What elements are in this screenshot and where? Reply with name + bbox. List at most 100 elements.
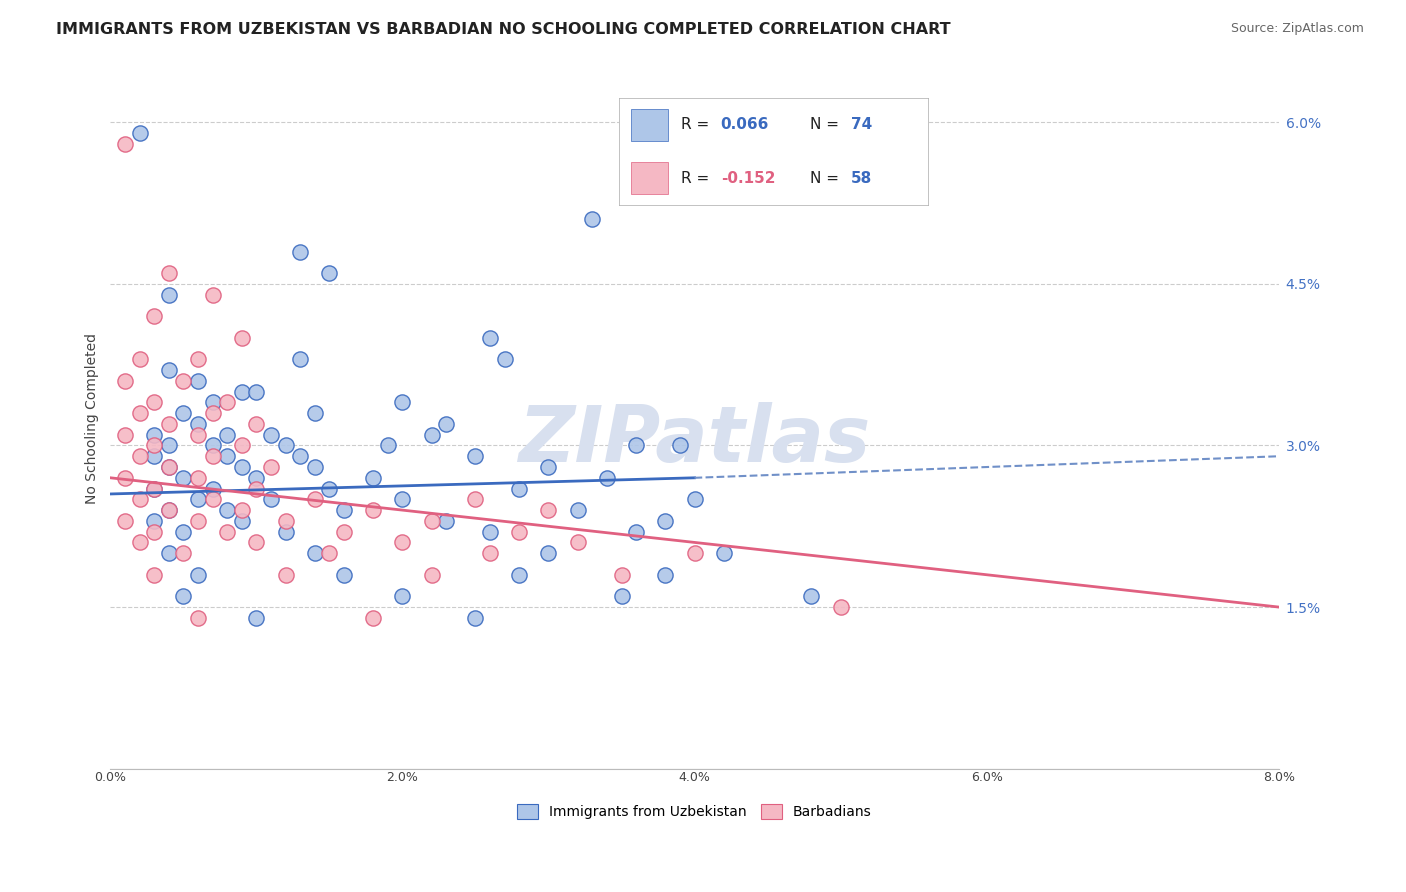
Point bbox=[231, 331, 253, 345]
Point bbox=[624, 438, 647, 452]
Point bbox=[683, 492, 706, 507]
Point bbox=[114, 471, 136, 485]
Point bbox=[274, 438, 297, 452]
Point bbox=[201, 287, 224, 301]
Text: 0.0%: 0.0% bbox=[94, 772, 127, 784]
Point bbox=[157, 287, 180, 301]
Point bbox=[464, 450, 486, 464]
Point bbox=[217, 503, 239, 517]
Point bbox=[157, 503, 180, 517]
Point bbox=[172, 589, 194, 603]
Point bbox=[377, 438, 399, 452]
Point bbox=[494, 352, 516, 367]
Point bbox=[245, 482, 267, 496]
Point bbox=[274, 514, 297, 528]
Point bbox=[201, 492, 224, 507]
Point bbox=[624, 524, 647, 539]
Point bbox=[114, 136, 136, 151]
Point bbox=[537, 460, 560, 475]
Point bbox=[304, 546, 326, 560]
Point bbox=[143, 567, 166, 582]
Point bbox=[217, 395, 239, 409]
Point bbox=[290, 450, 312, 464]
Point bbox=[318, 482, 340, 496]
Point bbox=[245, 611, 267, 625]
Point bbox=[143, 482, 166, 496]
Text: 58: 58 bbox=[851, 171, 872, 186]
Point bbox=[172, 546, 194, 560]
Point bbox=[114, 374, 136, 388]
Point bbox=[187, 417, 209, 431]
Point bbox=[201, 406, 224, 420]
Point bbox=[654, 567, 676, 582]
Point bbox=[567, 503, 589, 517]
Point bbox=[114, 514, 136, 528]
Point bbox=[434, 514, 457, 528]
Point bbox=[274, 567, 297, 582]
Point bbox=[157, 417, 180, 431]
Bar bbox=[631, 109, 668, 141]
Text: 0.066: 0.066 bbox=[721, 118, 769, 132]
Point bbox=[172, 524, 194, 539]
Point bbox=[157, 460, 180, 475]
Point bbox=[391, 492, 413, 507]
Point bbox=[654, 514, 676, 528]
Point bbox=[361, 471, 384, 485]
Point bbox=[333, 503, 356, 517]
Point bbox=[128, 450, 150, 464]
Point bbox=[128, 406, 150, 420]
Point bbox=[610, 567, 633, 582]
Point bbox=[245, 384, 267, 399]
Point bbox=[114, 427, 136, 442]
Point bbox=[800, 589, 823, 603]
Point bbox=[391, 535, 413, 549]
Point bbox=[157, 460, 180, 475]
Point bbox=[143, 482, 166, 496]
Text: 6.0%: 6.0% bbox=[970, 772, 1002, 784]
Point bbox=[231, 384, 253, 399]
Point bbox=[596, 471, 619, 485]
Point bbox=[231, 514, 253, 528]
Bar bbox=[631, 162, 668, 194]
Point bbox=[187, 492, 209, 507]
Point bbox=[318, 266, 340, 280]
Point bbox=[464, 492, 486, 507]
Point bbox=[479, 331, 502, 345]
Point bbox=[143, 450, 166, 464]
Point bbox=[187, 611, 209, 625]
Point bbox=[830, 600, 852, 615]
Point bbox=[245, 417, 267, 431]
Point bbox=[290, 352, 312, 367]
Point bbox=[143, 310, 166, 324]
Point bbox=[434, 417, 457, 431]
Point bbox=[157, 503, 180, 517]
Point bbox=[217, 450, 239, 464]
Text: 8.0%: 8.0% bbox=[1263, 772, 1295, 784]
Point bbox=[304, 460, 326, 475]
Point bbox=[669, 438, 692, 452]
Text: IMMIGRANTS FROM UZBEKISTAN VS BARBADIAN NO SCHOOLING COMPLETED CORRELATION CHART: IMMIGRANTS FROM UZBEKISTAN VS BARBADIAN … bbox=[56, 22, 950, 37]
Point bbox=[157, 438, 180, 452]
Point bbox=[187, 374, 209, 388]
Point bbox=[201, 450, 224, 464]
Point bbox=[581, 212, 603, 227]
Point bbox=[290, 244, 312, 259]
Text: N =: N = bbox=[810, 171, 844, 186]
Point bbox=[245, 535, 267, 549]
Point bbox=[187, 567, 209, 582]
Point bbox=[143, 395, 166, 409]
Legend: Immigrants from Uzbekistan, Barbadians: Immigrants from Uzbekistan, Barbadians bbox=[512, 798, 877, 825]
Point bbox=[201, 482, 224, 496]
Point bbox=[245, 471, 267, 485]
Point bbox=[201, 438, 224, 452]
Point bbox=[217, 524, 239, 539]
Text: 2.0%: 2.0% bbox=[387, 772, 419, 784]
Point bbox=[391, 589, 413, 603]
Y-axis label: No Schooling Completed: No Schooling Completed bbox=[86, 333, 100, 504]
Point bbox=[508, 524, 530, 539]
Point bbox=[391, 395, 413, 409]
Point bbox=[260, 460, 283, 475]
Point bbox=[420, 427, 443, 442]
Text: 4.0%: 4.0% bbox=[679, 772, 710, 784]
Point bbox=[187, 352, 209, 367]
